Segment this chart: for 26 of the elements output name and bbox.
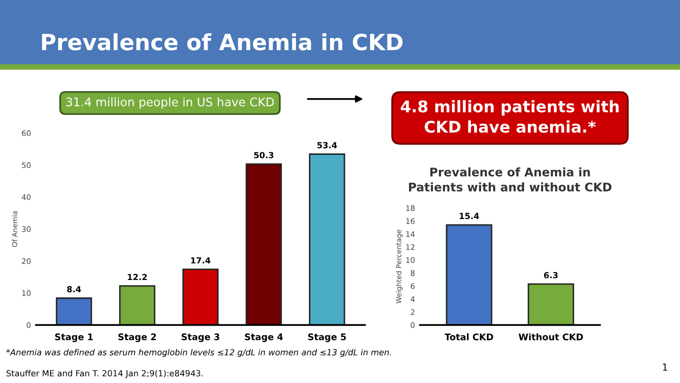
bar [246,163,282,325]
text: 1 [662,364,668,371]
data-label: 17.4 [191,257,210,264]
text: 31.4 million people in US have CKD [66,97,274,109]
text: Stauffer ME and Fan T. 2014 Jan 2;9(1):e84943. [6,370,203,378]
data-label: 15.4 [460,212,479,220]
x-tick-label: Stage 4 [244,333,283,342]
x-tick-label: Stage 1 [55,333,93,342]
bar [56,297,92,325]
text: 4.8 million patients with CKD have anemia.* [400,100,619,133]
x-tick-label: Stage 2 [118,333,156,342]
bar [308,153,346,325]
data-label: 6.3 [544,272,558,278]
text: *Anemia was defined as serum hemoglobin levels ≤12 g/dL in women and ≤13 g/dL in men. [6,348,391,358]
data-label: 50.3 [254,152,274,158]
x-tick-label: Without CKD [518,333,583,340]
bar [182,268,219,325]
chart-title: Prevalence of Anemia in CKD [42,33,403,50]
x-tick-label: Stage 3 [182,333,220,342]
data-label: 53.4 [317,142,337,148]
data-label: 12.2 [128,274,147,280]
data-label: 8.4 [67,286,81,292]
chart-title: Prevalence of Anemia in Patients with and without CKD [409,167,612,192]
bar [119,285,156,325]
x-tick-label: Total CKD [444,333,494,340]
x-tick-label: Stage 5 [308,333,346,342]
